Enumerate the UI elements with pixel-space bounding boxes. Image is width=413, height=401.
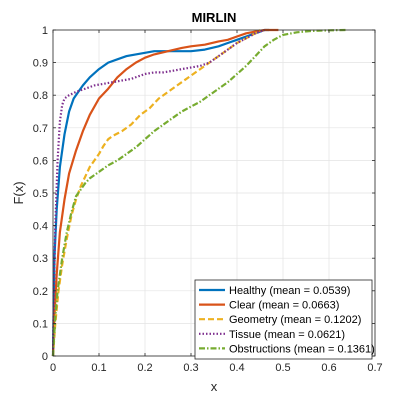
y-tick-label: 0.3 (33, 253, 48, 265)
series-line-2 (51, 29, 261, 357)
y-tick-label: 0.9 (33, 58, 48, 70)
chart-title: MIRLIN (192, 10, 237, 25)
legend-label-4: Obstructions (mean = 0.1361) (229, 343, 375, 355)
x-tick-label: 0.1 (91, 362, 106, 374)
y-tick-label: 0.6 (33, 155, 48, 167)
x-tick-label: 0.3 (183, 362, 198, 374)
series-lines (51, 28, 348, 357)
x-tick-label: 0 (50, 362, 56, 374)
legend-box (194, 279, 373, 360)
y-tick-label: 0.8 (33, 90, 48, 102)
y-axis-ticks: 0 0.1 0.2 0.3 0.4 0.5 0.6 0.7 0.8 0.9 1 (33, 25, 375, 363)
series-line-1 (51, 28, 279, 357)
y-tick-label: 0.5 (33, 188, 48, 200)
legend-label-0: Healthy (mean = 0.0539) (229, 285, 350, 297)
legend-label-2: Geometry (mean = 0.1202) (229, 314, 361, 326)
x-axis-label: x (211, 379, 218, 394)
x-tick-label: 0.7 (367, 362, 382, 374)
y-tick-label: 0 (42, 351, 48, 363)
y-tick-label: 0.1 (33, 318, 48, 330)
x-tick-label: 0.2 (137, 362, 152, 374)
legend-label-1: Clear (mean = 0.0663) (229, 300, 339, 312)
y-tick-label: 0.7 (33, 123, 48, 135)
series-line-3 (51, 28, 265, 357)
y-axis-label: F(x) (11, 181, 26, 204)
x-tick-label: 0.6 (321, 362, 336, 374)
legend: Healthy (mean = 0.0539) Clear (mean = 0.0… (194, 279, 375, 360)
x-axis-ticks: 0 0.1 0.2 0.3 0.4 0.5 0.6 0.7 (50, 30, 383, 374)
y-tick-label: 0.2 (33, 286, 48, 298)
x-tick-label: 0.5 (275, 362, 290, 374)
series-line-0 (51, 28, 270, 357)
series-line-4 (51, 28, 348, 357)
y-tick-label: 1 (42, 25, 48, 37)
legend-label-3: Tissue (mean = 0.0621) (229, 329, 345, 341)
y-tick-label: 0.4 (33, 221, 48, 233)
x-tick-label: 0.4 (229, 362, 244, 374)
